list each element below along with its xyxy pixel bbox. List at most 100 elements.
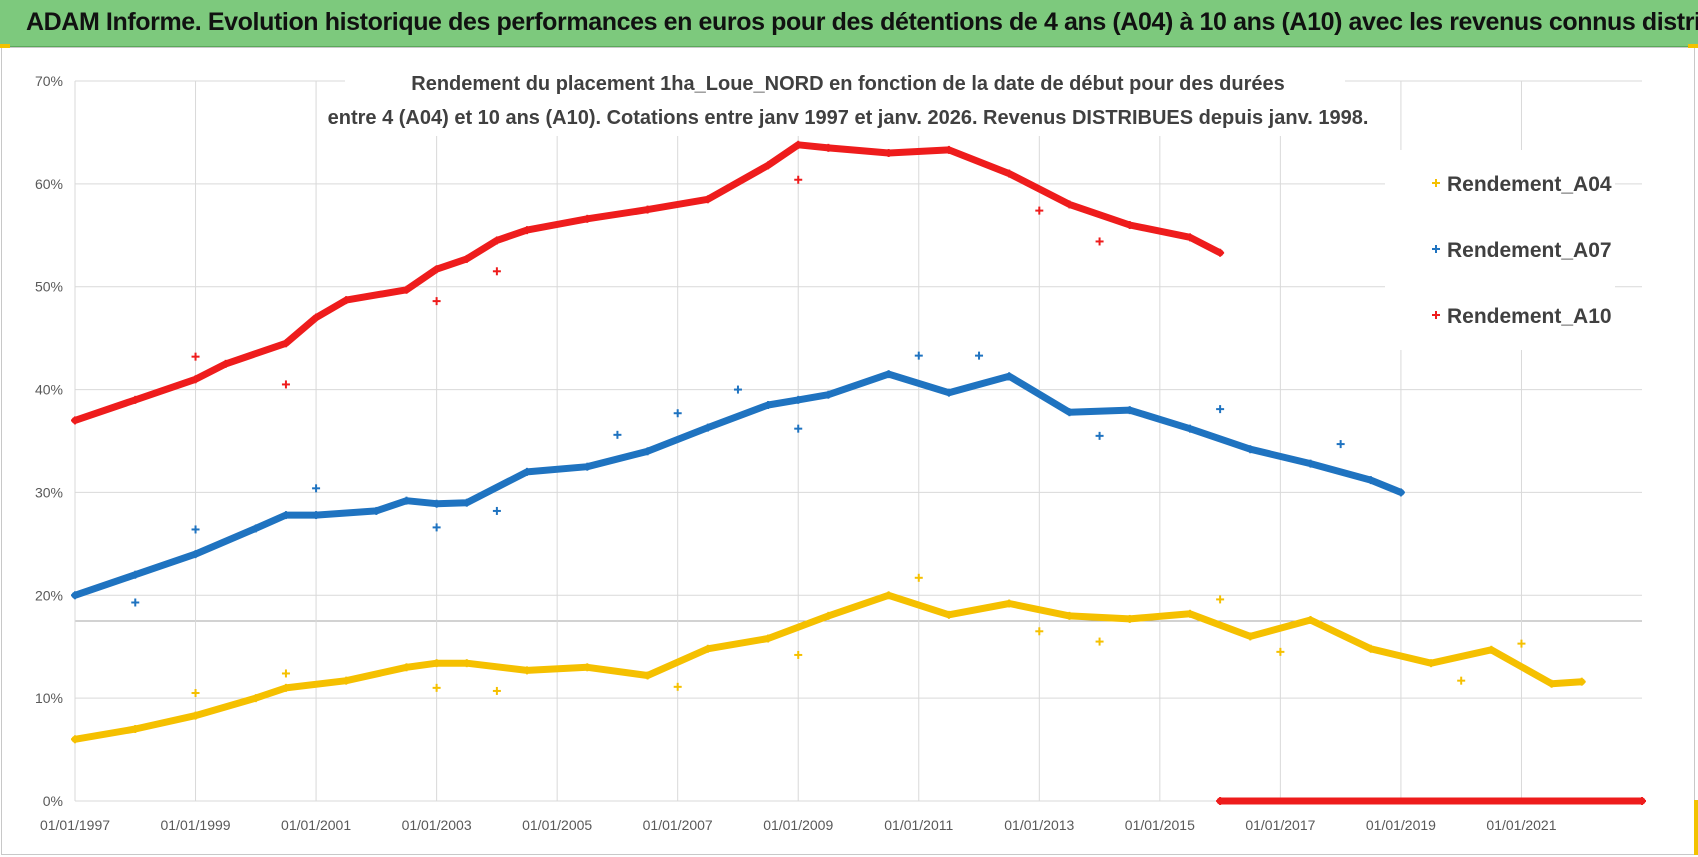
- data-point: [643, 205, 652, 214]
- data-point: [281, 511, 290, 520]
- outlier-point: [1035, 206, 1044, 215]
- outlier-point: [492, 686, 501, 695]
- series-rendement-a10-no-data-: [1216, 797, 1646, 805]
- data-point: [1366, 476, 1375, 485]
- data-point: [281, 683, 290, 692]
- data-point: [191, 711, 200, 720]
- data-point: [703, 423, 712, 432]
- data-point: [1427, 659, 1436, 668]
- data-point: [191, 550, 200, 559]
- data-point: [402, 285, 411, 294]
- data-point: [944, 145, 953, 154]
- y-tick-label: 70%: [35, 73, 63, 89]
- data-point: [402, 496, 411, 505]
- legend-label: Rendement_A10: [1447, 305, 1612, 328]
- data-point: [462, 254, 471, 263]
- data-point: [71, 591, 79, 600]
- data-point: [583, 462, 592, 471]
- data-point: [1005, 599, 1014, 608]
- data-point: [1005, 372, 1014, 381]
- data-point: [1065, 200, 1074, 209]
- data-point: [1487, 645, 1496, 654]
- data-point: [71, 735, 79, 744]
- data-point: [492, 236, 501, 245]
- data-point: [1065, 611, 1074, 620]
- outlier-point: [914, 573, 923, 582]
- outlier-point: [281, 669, 290, 678]
- data-point: [1065, 408, 1074, 417]
- data-point: [432, 659, 441, 668]
- outlier-point: [312, 484, 321, 493]
- data-point: [1306, 459, 1315, 468]
- x-tick-label: 01/01/2009: [763, 817, 833, 833]
- outlier-points: [131, 175, 1526, 697]
- y-tick-label: 40%: [35, 382, 63, 398]
- outlier-point: [191, 689, 200, 697]
- data-point: [312, 511, 321, 520]
- data-point: [312, 313, 321, 322]
- data-point: [432, 265, 441, 274]
- data-point: [251, 694, 260, 703]
- data-point: [251, 524, 260, 533]
- data-point: [944, 610, 953, 619]
- data-point: [402, 663, 411, 672]
- data-point: [794, 140, 803, 149]
- chart-title-bg: [345, 64, 1345, 136]
- outlier-point: [914, 351, 923, 360]
- data-point: [131, 725, 140, 733]
- legend-label: Rendement_A07: [1447, 239, 1612, 262]
- data-point: [1125, 614, 1134, 623]
- data-point: [342, 296, 351, 305]
- y-tick-label: 0%: [43, 793, 63, 809]
- legend-item: Rendement_A07: [1432, 239, 1612, 262]
- x-tick-label: 01/01/2007: [643, 817, 713, 833]
- outlier-point: [492, 506, 501, 515]
- data-point: [523, 666, 532, 675]
- data-point: [432, 499, 441, 508]
- data-point: [884, 149, 893, 157]
- data-point: [884, 591, 893, 600]
- y-tick-label: 10%: [35, 690, 63, 706]
- outlier-point: [1457, 676, 1466, 685]
- data-point: [824, 143, 833, 152]
- legend-label: Rendement_A04: [1447, 173, 1612, 196]
- y-axis-ticks: 0% 10% 20% 30% 40% 50% 60% 70%: [35, 73, 63, 809]
- data-point: [191, 375, 200, 384]
- data-point: [703, 644, 712, 653]
- series-rendement-a07: [71, 370, 1405, 600]
- data-point: [1306, 615, 1315, 624]
- data-point: [1125, 406, 1134, 415]
- outlier-point: [1216, 405, 1225, 414]
- data-point: [1396, 488, 1405, 497]
- data-point: [884, 370, 893, 379]
- chart-title-line2: entre 4 (A04) et 10 ans (A10). Cotations…: [328, 107, 1369, 129]
- x-tick-label: 01/01/2011: [884, 817, 953, 833]
- outlier-point: [1095, 637, 1104, 646]
- outlier-point: [432, 683, 441, 692]
- frame-corner-top-left: [0, 44, 10, 48]
- data-point: [1216, 797, 1225, 805]
- outlier-point: [794, 650, 803, 659]
- data-point: [342, 676, 351, 685]
- data-point: [643, 447, 652, 456]
- outlier-point: [673, 409, 682, 418]
- outlier-point: [1276, 647, 1285, 656]
- data-point: [1216, 248, 1225, 257]
- outlier-point: [613, 430, 622, 439]
- data-point: [764, 634, 773, 643]
- outlier-point: [432, 297, 441, 306]
- y-tick-label: 60%: [35, 176, 63, 192]
- outlier-point: [1517, 639, 1526, 648]
- data-point: [1185, 609, 1194, 618]
- data-point: [583, 663, 592, 672]
- frame-corner-bottom-right: [1694, 800, 1698, 855]
- outlier-point: [492, 267, 501, 276]
- data-point: [1577, 677, 1586, 686]
- data-point: [221, 359, 230, 368]
- outlier-point: [191, 352, 200, 361]
- data-point: [462, 659, 471, 668]
- data-point: [643, 671, 652, 680]
- series-band: [71, 141, 1224, 424]
- x-tick-label: 01/01/2019: [1366, 817, 1436, 833]
